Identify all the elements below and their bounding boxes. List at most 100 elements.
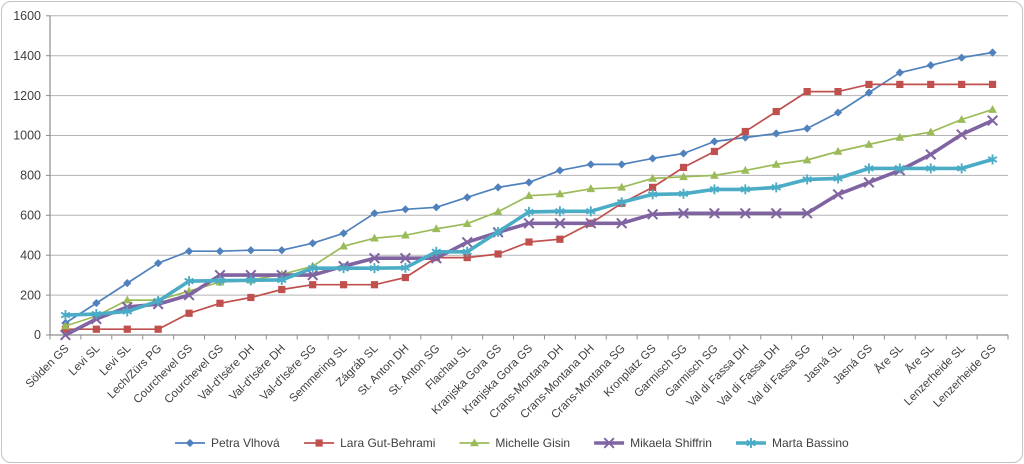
square-marker — [315, 439, 323, 447]
square-marker — [556, 235, 564, 243]
legend-label: Lara Gut-Behrami — [340, 436, 435, 450]
square-marker — [92, 325, 100, 333]
triangle-marker — [740, 165, 750, 174]
x-marker — [678, 207, 690, 219]
triangle-marker — [586, 184, 596, 193]
triangle-marker — [895, 132, 905, 141]
diamond-marker — [463, 193, 472, 202]
asterisk-marker — [585, 206, 596, 217]
asterisk-marker — [771, 182, 782, 193]
square-marker — [958, 80, 966, 89]
series-petra-vlhova — [61, 48, 997, 328]
asterisk-marker — [215, 275, 225, 286]
diamond-marker — [679, 149, 688, 158]
diamond-marker — [185, 438, 195, 448]
triangle-marker — [462, 219, 472, 227]
x-marker — [616, 217, 628, 229]
x-marker — [183, 289, 195, 301]
gridlines — [50, 15, 1008, 296]
square-marker — [247, 293, 255, 302]
triangle-marker — [957, 114, 967, 123]
square-marker — [834, 88, 842, 96]
asterisk-marker — [338, 263, 349, 274]
x-marker — [461, 236, 473, 248]
asterisk-marker — [400, 262, 411, 273]
y-axis-label: 0 — [34, 328, 41, 342]
legend-label: Michelle Gisin — [495, 436, 570, 450]
asterisk-marker — [184, 276, 194, 287]
diamond-marker — [741, 133, 750, 142]
y-axis-labels: 0 200 400 600 800 1000 1200 1400 1600 — [13, 9, 41, 342]
triangle-marker — [61, 321, 70, 330]
x-marker — [987, 115, 999, 127]
asterisk-marker — [493, 226, 503, 237]
asterisk-marker — [925, 163, 936, 174]
x-marker — [603, 437, 615, 449]
asterisk-marker — [307, 263, 318, 274]
x-marker — [801, 207, 813, 219]
x-marker — [307, 269, 319, 281]
y-axis-label: 200 — [20, 288, 41, 302]
x-marker — [739, 207, 751, 219]
series-line-mikaela-shiffrin — [64, 118, 994, 337]
y-axis-label: 800 — [20, 169, 41, 183]
diamond-marker — [648, 154, 657, 163]
axes — [46, 15, 1009, 340]
diamond-marker — [988, 48, 997, 57]
legend-item-michelle-gisin: Michelle Gisin — [459, 436, 570, 450]
asterisk-marker — [246, 275, 256, 286]
square-marker — [185, 309, 193, 317]
square-marker — [154, 325, 162, 333]
square-marker — [679, 163, 688, 172]
diamond-marker — [586, 160, 595, 169]
x-marker — [647, 208, 659, 220]
triangle-marker — [370, 233, 379, 242]
y-axis-label: 1000 — [13, 129, 41, 143]
diamond-marker — [803, 124, 812, 133]
asterisk-marker — [647, 189, 658, 200]
series-line-lara-gut-behrami — [65, 83, 993, 331]
series-michelle-gisin — [61, 104, 997, 330]
triangle-marker — [679, 172, 688, 181]
series-marta-bassino — [60, 154, 998, 321]
square-marker — [803, 88, 811, 96]
y-axis-label: 1200 — [13, 89, 41, 103]
series-lines — [59, 48, 999, 341]
triangle-marker — [710, 170, 719, 179]
diamond-marker — [308, 239, 317, 248]
diamond-marker — [772, 129, 781, 138]
series-markers-michelle-gisin — [61, 104, 997, 330]
triangle-marker — [771, 159, 781, 168]
asterisk-marker — [709, 184, 720, 195]
x-marker — [59, 329, 71, 341]
square-marker — [278, 285, 286, 294]
x-marker — [708, 207, 720, 219]
x-marker — [399, 252, 411, 264]
square-marker — [865, 80, 873, 89]
y-axis-label: 600 — [20, 209, 41, 223]
square-marker — [710, 147, 719, 156]
triangle-marker — [648, 173, 657, 182]
triangle-marker — [926, 127, 936, 136]
asterisk-marker — [895, 163, 905, 174]
series-mikaela-shiffrin — [59, 115, 999, 341]
x-marker — [585, 217, 597, 229]
diamond-marker — [154, 259, 163, 268]
asterisk-marker — [462, 246, 473, 257]
square-marker — [896, 80, 904, 89]
diamond-marker — [926, 61, 935, 70]
diamond-marker — [123, 279, 132, 288]
diamond-marker — [432, 203, 441, 212]
diamond-marker — [710, 137, 719, 146]
diamond-marker — [833, 108, 843, 117]
series-markers-marta-bassino — [60, 154, 998, 321]
x-marker — [554, 217, 566, 229]
legend-label: Mikaela Shiffrin — [630, 436, 712, 450]
legend-item-petra-vlhova: Petra Vlhová — [175, 436, 280, 450]
asterisk-marker — [153, 296, 163, 307]
square-marker — [463, 253, 471, 262]
diamond-marker — [895, 68, 904, 77]
x-axis-label: Lech/Zürs PG — [106, 343, 165, 402]
asterisk-marker — [276, 274, 287, 285]
